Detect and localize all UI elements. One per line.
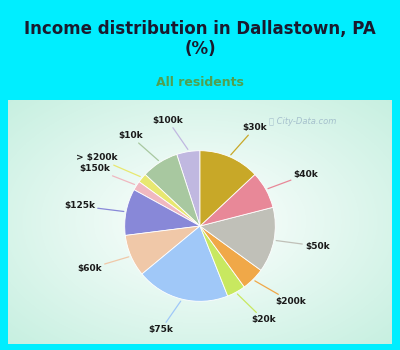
Wedge shape: [177, 151, 200, 226]
Text: $100k: $100k: [152, 116, 188, 149]
Text: $125k: $125k: [64, 202, 124, 211]
Text: $50k: $50k: [276, 240, 330, 251]
Text: $75k: $75k: [148, 301, 181, 334]
Wedge shape: [125, 190, 200, 236]
Wedge shape: [200, 151, 255, 226]
Wedge shape: [200, 207, 275, 270]
Wedge shape: [139, 174, 200, 226]
Wedge shape: [142, 226, 228, 301]
Wedge shape: [145, 154, 200, 226]
Text: ⓘ City-Data.com: ⓘ City-Data.com: [269, 117, 336, 126]
Wedge shape: [200, 226, 244, 296]
Text: $20k: $20k: [237, 294, 276, 324]
Text: Income distribution in Dallastown, PA
(%): Income distribution in Dallastown, PA (%…: [24, 20, 376, 58]
Text: $40k: $40k: [268, 170, 318, 189]
Text: $150k: $150k: [79, 164, 134, 184]
Wedge shape: [125, 226, 200, 274]
Text: $200k: $200k: [255, 281, 306, 306]
Text: All residents: All residents: [156, 76, 244, 90]
Wedge shape: [200, 226, 261, 287]
Text: $30k: $30k: [231, 124, 267, 155]
Text: > $200k: > $200k: [76, 153, 140, 177]
Wedge shape: [200, 174, 273, 226]
Text: $10k: $10k: [118, 131, 158, 161]
Text: $60k: $60k: [77, 257, 129, 273]
Wedge shape: [134, 182, 200, 226]
